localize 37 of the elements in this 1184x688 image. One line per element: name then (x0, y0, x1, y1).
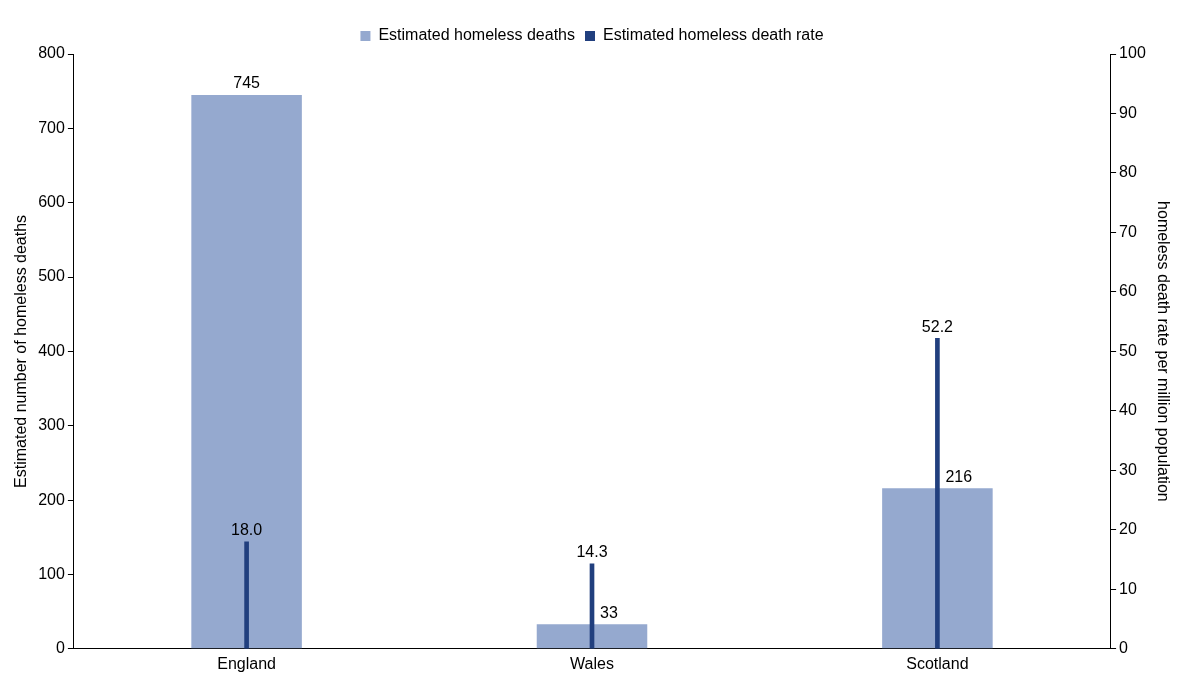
y-tick-label: 600 (38, 193, 65, 211)
y-tick-label: 500 (38, 267, 65, 285)
y-tick-label: 700 (38, 118, 65, 136)
data-label: 52.2 (921, 317, 954, 335)
x-tick-label: England (217, 654, 276, 672)
legend-label: Estimated homeless deaths (378, 26, 575, 44)
y2-tick-label: 80 (1119, 163, 1137, 181)
y-tick-label: 400 (38, 341, 65, 359)
y2-tick-label: 70 (1119, 222, 1137, 240)
bar (536, 624, 648, 649)
y2-tick-label: 40 (1119, 401, 1137, 419)
y2-tick-label: 50 (1119, 341, 1137, 359)
data-label: 33 (600, 603, 618, 621)
x-tick-label: Scotland (906, 654, 969, 672)
bar (244, 541, 249, 649)
data-label: 216 (945, 467, 973, 485)
bar (935, 337, 940, 649)
y2-tick-label: 0 (1119, 639, 1129, 657)
y-axis-title: Estimated number of homeless deaths (12, 214, 30, 488)
data-label: 745 (233, 74, 261, 92)
y-tick-label: 0 (55, 639, 65, 657)
data-label: 18.0 (231, 521, 263, 539)
data-label: 14.3 (576, 543, 608, 561)
y2-tick-label: 60 (1119, 282, 1137, 300)
y2-tick-label: 100 (1119, 44, 1146, 62)
y2-tick-label: 30 (1119, 460, 1137, 478)
y-tick-label: 800 (38, 44, 65, 62)
y-tick-label: 200 (38, 490, 65, 508)
y-tick-label: 300 (38, 416, 65, 434)
y2-tick-label: 90 (1119, 103, 1137, 121)
legend-label: Estimated homeless death rate (602, 26, 824, 44)
y-tick-label: 100 (38, 564, 65, 582)
y2-axis-title: homeless death rate per million population (1154, 201, 1172, 502)
y2-tick-label: 20 (1119, 520, 1137, 538)
bar (191, 94, 302, 649)
y2-tick-label: 10 (1119, 579, 1137, 597)
x-tick-label: Wales (570, 654, 614, 672)
